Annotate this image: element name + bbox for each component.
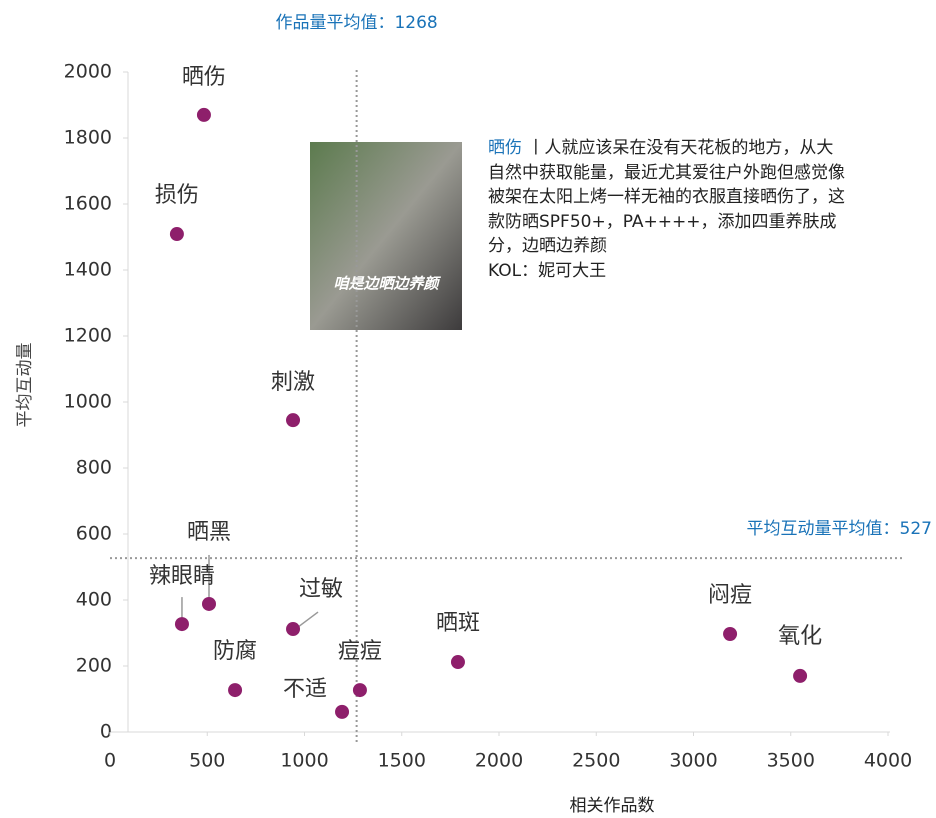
- x-tick-label: 4000: [864, 750, 912, 772]
- annotation-author: KOL：妮可大王: [488, 260, 607, 281]
- point-label: 晒伤: [182, 65, 226, 90]
- x-tick-label: 2000: [475, 750, 523, 772]
- point: [228, 683, 243, 698]
- annotation: 晒伤 丨人就应该呆在没有天花板的地方，从大自然中获取能量，最近尤其爱往户外跑但感…: [488, 136, 850, 283]
- photo: [310, 142, 462, 330]
- point-label: 刺激: [271, 370, 315, 395]
- reference-label: 作品量平均值：1268: [275, 13, 437, 33]
- y-tick-label: 1600: [64, 193, 112, 215]
- y-tick-label: 1200: [64, 325, 112, 347]
- y-tick-label: 0: [100, 721, 112, 743]
- y-tick-label: 2000: [64, 61, 112, 83]
- y-tick-label: 1800: [64, 127, 112, 149]
- x-tick-label: 1500: [378, 750, 426, 772]
- y-tick-label: 1000: [64, 391, 112, 413]
- x-axis-title: 相关作品数: [570, 796, 655, 816]
- point-label: 损伤: [155, 183, 199, 208]
- point-label: 辣眼睛: [149, 564, 215, 589]
- y-tick-label: 1400: [64, 259, 112, 281]
- photo-caption: 咱是边晒边养颜: [333, 275, 441, 293]
- point-label: 痘痘: [338, 639, 382, 664]
- point: [352, 683, 367, 698]
- y-axis-title: 平均互动量: [15, 343, 35, 428]
- point: [335, 704, 350, 719]
- point: [174, 617, 189, 632]
- point: [793, 668, 808, 683]
- point-label: 氧化: [778, 624, 822, 649]
- point-label: 晒黑: [187, 520, 231, 545]
- point-label: 不适: [283, 677, 327, 702]
- point: [196, 107, 211, 122]
- point-label: 防腐: [213, 639, 257, 664]
- point: [286, 622, 301, 637]
- annotation-title: 晒伤: [488, 138, 522, 158]
- x-tick-label: 3000: [669, 750, 717, 772]
- point: [169, 227, 184, 242]
- x-tick-label: 1000: [280, 750, 328, 772]
- point-label: 闷痘: [708, 583, 752, 608]
- point-label: 过敏: [299, 577, 343, 602]
- x-tick-label: 2500: [572, 750, 620, 772]
- y-tick-label: 800: [76, 457, 112, 479]
- reference-label: 平均互动量平均值：527: [747, 519, 932, 539]
- point-label: 晒斑: [436, 611, 480, 636]
- point: [286, 413, 301, 428]
- y-tick-label: 600: [76, 523, 112, 545]
- x-tick-label: 0: [104, 750, 116, 772]
- point: [202, 596, 217, 611]
- x-tick-label: 500: [189, 750, 225, 772]
- y-tick-label: 200: [76, 655, 112, 677]
- x-tick-label: 3500: [767, 750, 815, 772]
- annotation-text: 丨人就应该呆在没有天花板的地方，从大自然中获取能量，最近尤其爱往户外跑但感觉像被…: [488, 138, 845, 256]
- point: [450, 655, 465, 670]
- y-tick-label: 400: [76, 589, 112, 611]
- point: [723, 626, 738, 641]
- leader-line: [297, 611, 319, 628]
